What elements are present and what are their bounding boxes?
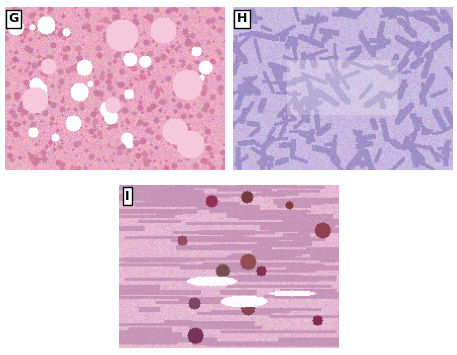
Text: H: H <box>237 12 247 25</box>
Text: G: G <box>8 12 18 25</box>
Text: I: I <box>125 190 130 203</box>
